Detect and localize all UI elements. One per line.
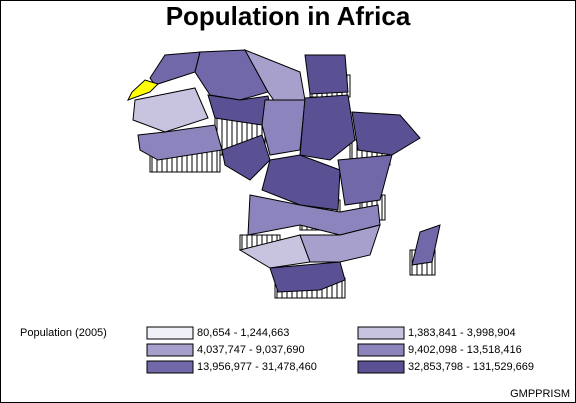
legend-swatch [357,326,405,340]
legend-swatch [357,360,405,374]
region [299,94,356,161]
region [299,224,381,263]
region [261,99,306,156]
legend-swatch [146,326,194,340]
legend-entry: 4,037,747 - 9,037,690 [197,344,305,356]
region [261,154,341,211]
region [337,154,393,206]
region [132,87,209,133]
legend-entry: 80,654 - 1,244,663 [197,327,289,339]
legend-entry: 32,853,798 - 131,529,669 [408,361,534,373]
region [411,224,441,266]
title: Population in Africa [166,1,411,31]
map [126,49,441,299]
legend-entry: 13,956,977 - 31,478,460 [197,361,317,373]
region-missing [126,79,159,101]
legend-swatch [357,343,405,357]
region [351,111,421,156]
region [221,134,271,181]
footnote: GMPPRISM [510,388,570,400]
legend-swatch [146,343,194,357]
legend-entry: 9,402,098 - 13,518,416 [408,344,522,356]
region [269,261,346,293]
legend: 80,654 - 1,244,663 1,383,841 - 3,998,904 4… [146,326,534,374]
legend-entry: 1,383,841 - 3,998,904 [408,327,516,339]
region [304,54,349,95]
legend-swatch [146,360,194,374]
legend-label: Population (2005) [20,327,107,339]
